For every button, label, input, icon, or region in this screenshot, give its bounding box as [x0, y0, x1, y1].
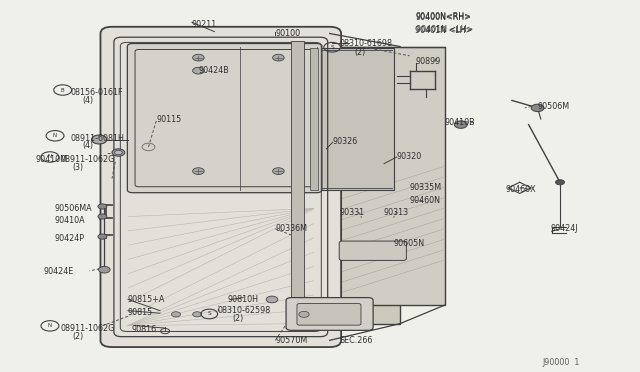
Text: (3): (3) — [72, 163, 83, 172]
Circle shape — [99, 266, 110, 273]
Text: 90410M: 90410M — [35, 155, 67, 164]
Text: 90115: 90115 — [157, 115, 182, 124]
Text: 90211: 90211 — [192, 20, 217, 29]
Circle shape — [299, 311, 309, 317]
Text: 08310-61698: 08310-61698 — [339, 39, 392, 48]
Text: N: N — [48, 154, 52, 160]
Text: (4): (4) — [82, 96, 93, 105]
Text: 08911-6081H: 08911-6081H — [70, 134, 124, 143]
Text: 90401N <LH>: 90401N <LH> — [416, 25, 473, 34]
Text: 90335M: 90335M — [410, 183, 442, 192]
Text: 90410A: 90410A — [54, 216, 85, 225]
Text: 90815: 90815 — [128, 308, 153, 317]
Circle shape — [112, 149, 125, 156]
Text: 90570M: 90570M — [275, 336, 307, 345]
Circle shape — [273, 54, 284, 61]
Circle shape — [193, 168, 204, 174]
Text: 90424J: 90424J — [550, 224, 578, 233]
Text: (2): (2) — [354, 48, 365, 57]
Text: 08911-1062G: 08911-1062G — [61, 155, 115, 164]
Circle shape — [115, 150, 122, 155]
Text: 90424P: 90424P — [54, 234, 84, 243]
Circle shape — [454, 121, 467, 128]
FancyBboxPatch shape — [297, 304, 361, 325]
Circle shape — [193, 312, 202, 317]
Bar — [310, 48, 318, 190]
Circle shape — [193, 54, 204, 61]
Text: 90460N: 90460N — [410, 196, 440, 205]
Polygon shape — [240, 46, 400, 324]
Text: J90000  1: J90000 1 — [543, 358, 580, 367]
Bar — [291, 41, 304, 324]
Text: 90331: 90331 — [339, 208, 364, 217]
Text: 90400N<RH>: 90400N<RH> — [415, 13, 471, 22]
FancyBboxPatch shape — [286, 298, 373, 330]
FancyBboxPatch shape — [339, 241, 406, 260]
Text: 90899: 90899 — [416, 57, 442, 66]
Text: 90100: 90100 — [275, 29, 300, 38]
Text: B: B — [61, 87, 65, 93]
Text: 08310-62598: 08310-62598 — [218, 306, 271, 315]
Text: (4): (4) — [82, 141, 93, 150]
Text: 90810H: 90810H — [227, 295, 258, 304]
Text: N: N — [48, 323, 52, 328]
Text: 08911-1062G: 08911-1062G — [61, 324, 115, 333]
Text: 90313: 90313 — [384, 208, 409, 217]
Circle shape — [98, 204, 107, 209]
Text: 90410B: 90410B — [445, 118, 476, 127]
Text: 90336M: 90336M — [275, 224, 307, 233]
FancyBboxPatch shape — [100, 27, 341, 347]
Circle shape — [531, 104, 544, 112]
Text: 90506M: 90506M — [538, 102, 570, 110]
Text: 90460X: 90460X — [506, 185, 536, 194]
Text: 90424E: 90424E — [44, 267, 74, 276]
Circle shape — [556, 180, 564, 185]
Circle shape — [172, 312, 180, 317]
Circle shape — [273, 168, 284, 174]
Text: S: S — [207, 311, 211, 317]
Circle shape — [92, 135, 107, 144]
Text: 90320: 90320 — [397, 152, 422, 161]
Text: SEC.266: SEC.266 — [339, 336, 372, 345]
Text: S: S — [330, 45, 334, 50]
Text: N: N — [53, 133, 57, 138]
Polygon shape — [250, 48, 394, 190]
Text: (2): (2) — [72, 332, 84, 341]
Text: 90401N <LH>: 90401N <LH> — [415, 26, 472, 35]
FancyBboxPatch shape — [127, 44, 322, 193]
Text: (2): (2) — [232, 314, 244, 323]
Text: 90815+A: 90815+A — [128, 295, 165, 304]
Circle shape — [193, 67, 204, 74]
Circle shape — [266, 296, 278, 303]
Circle shape — [98, 214, 107, 219]
Text: 90506MA: 90506MA — [54, 204, 92, 213]
Text: 08156-0161F: 08156-0161F — [70, 88, 123, 97]
Text: 90326: 90326 — [333, 137, 358, 146]
Text: 90605N: 90605N — [394, 239, 425, 248]
Polygon shape — [301, 46, 445, 305]
Text: 90816: 90816 — [131, 325, 156, 334]
Text: 90424B: 90424B — [198, 66, 229, 75]
Text: 90400N<RH>: 90400N<RH> — [416, 12, 472, 21]
Circle shape — [98, 234, 107, 239]
